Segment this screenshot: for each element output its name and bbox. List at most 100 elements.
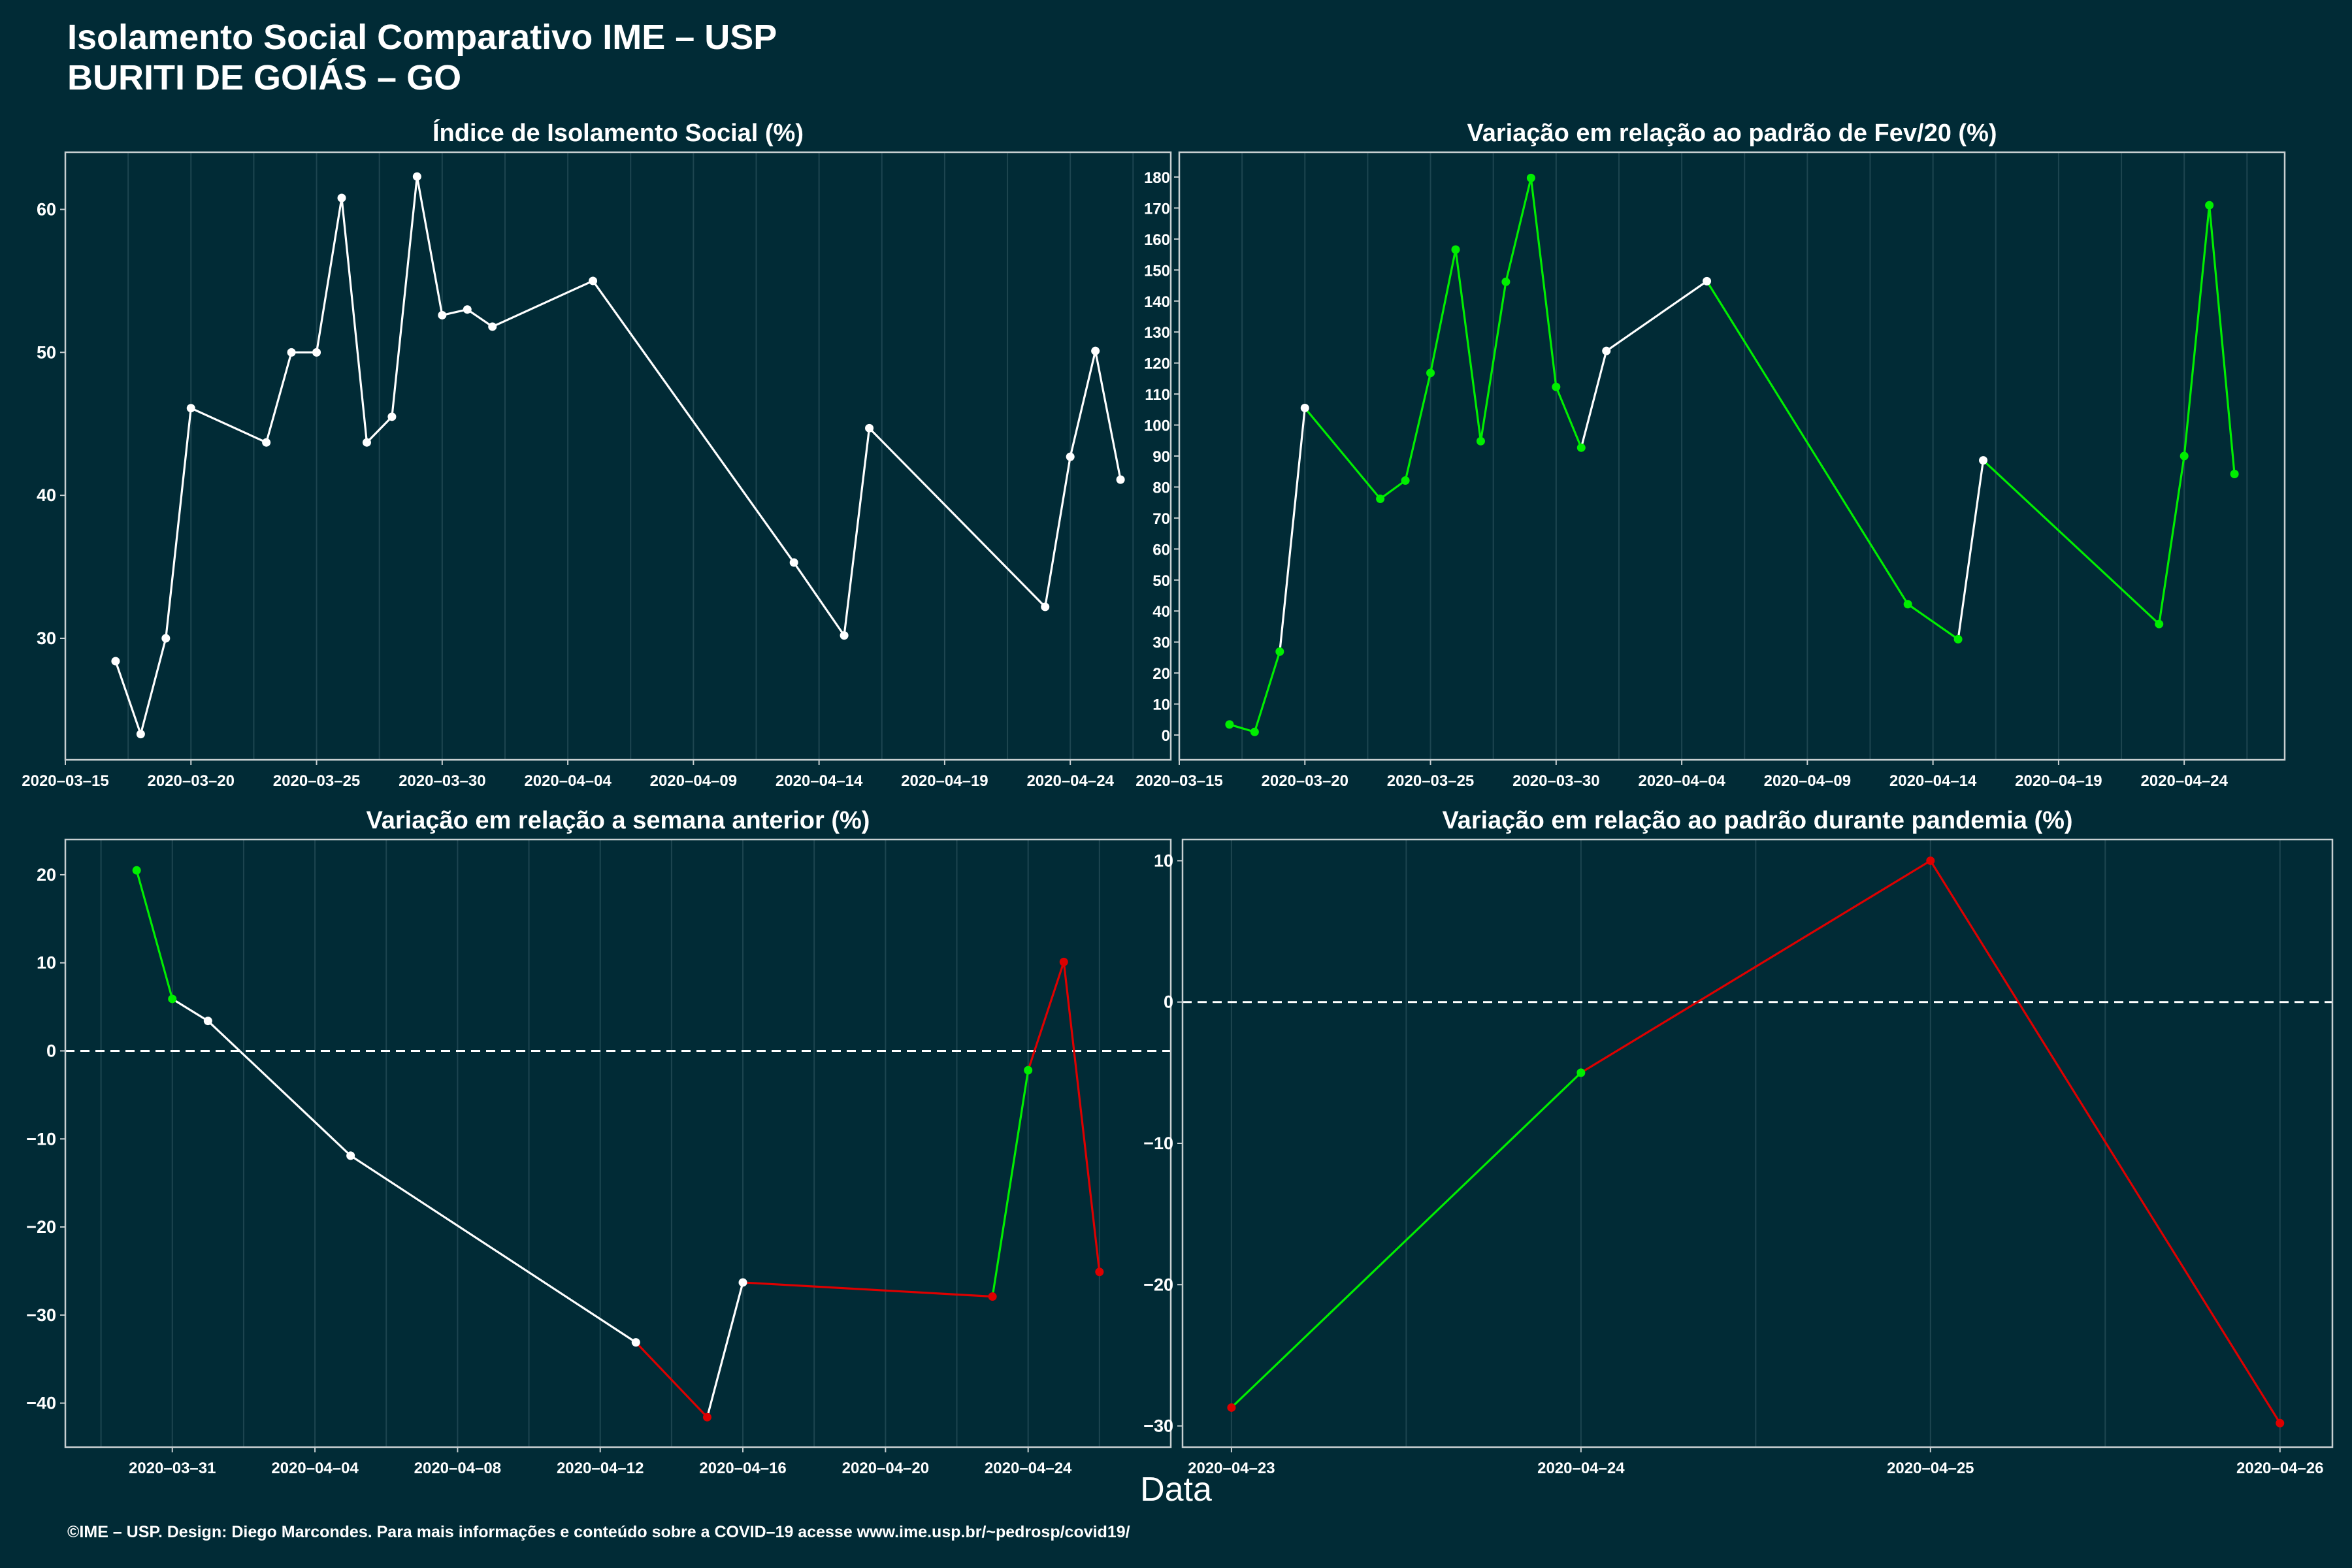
data-point — [1066, 452, 1075, 461]
y-tick-label: 170 — [1144, 200, 1170, 218]
series-line-segment — [1230, 1071, 1582, 1409]
x-tick-label: 2020–04–14 — [1889, 772, 1977, 790]
series-line-segment — [2183, 204, 2211, 457]
y-tick-label: 90 — [1152, 448, 1170, 466]
data-point — [1576, 443, 1586, 452]
series-line-segment — [1580, 860, 1931, 1074]
series-line-segment — [492, 280, 594, 328]
data-point — [1526, 173, 1535, 182]
data-point — [1376, 494, 1385, 503]
data-point — [1953, 634, 1963, 644]
data-point — [1275, 647, 1284, 656]
data-point — [168, 994, 177, 1004]
series-line-segment — [2208, 204, 2236, 474]
data-point — [1250, 727, 1259, 736]
series-line-segment — [165, 408, 192, 639]
x-tick-label: 2020–04–24 — [1026, 772, 1114, 790]
data-point — [337, 193, 346, 203]
series-line-segment — [350, 1154, 637, 1343]
x-tick-label: 2020–04–19 — [901, 772, 988, 790]
x-tick-label: 2020–04–24 — [985, 1460, 1072, 1477]
series-line-segment — [1094, 350, 1122, 480]
y-tick-label: 30 — [1152, 634, 1170, 652]
data-point — [988, 1292, 997, 1301]
data-point — [1979, 456, 1988, 465]
data-point — [1903, 600, 1912, 609]
y-tick-label: 50 — [1152, 572, 1170, 590]
data-point — [1300, 403, 1309, 412]
x-tick-label: 2020–04–14 — [776, 772, 863, 790]
series-line-segment — [1580, 350, 1608, 448]
series-line-segment — [1429, 249, 1457, 374]
y-tick-label: 160 — [1144, 231, 1170, 249]
y-tick-label: −30 — [26, 1305, 56, 1325]
data-point — [463, 305, 472, 314]
data-point — [2230, 470, 2239, 479]
data-point — [312, 348, 321, 357]
panel-border — [1181, 838, 2334, 1448]
series-line-segment — [706, 1282, 744, 1418]
chart-panel-4: Variação em relação ao padrão durante pa… — [1143, 807, 2334, 1477]
data-point — [1926, 856, 1935, 865]
x-tick-label: 2020–04–04 — [271, 1460, 359, 1477]
x-tick-label: 2020–04–09 — [1764, 772, 1851, 790]
x-tick-label: 2020–03–15 — [1135, 772, 1222, 790]
data-point — [738, 1278, 747, 1287]
series-line-segment — [991, 1070, 1030, 1297]
x-tick-label: 2020–04–09 — [650, 772, 737, 790]
y-tick-label: −30 — [1143, 1416, 1173, 1436]
panel-title: Índice de Isolamento Social (%) — [433, 118, 804, 147]
y-tick-label: 70 — [1152, 510, 1170, 528]
y-tick-label: 0 — [1164, 992, 1173, 1012]
series-line-segment — [1555, 386, 1582, 448]
series-line-segment — [1069, 350, 1097, 457]
x-tick-label: 2020–04–25 — [1887, 1460, 1974, 1477]
series-line-segment — [843, 428, 871, 636]
y-tick-label: 110 — [1145, 386, 1170, 404]
y-tick-label: 30 — [37, 629, 56, 648]
data-point — [589, 276, 598, 286]
series-line-segment — [139, 638, 167, 735]
data-point — [1059, 957, 1068, 966]
data-point — [136, 730, 145, 739]
x-tick-label: 2020–03–20 — [148, 772, 235, 790]
data-point — [1095, 1267, 1104, 1277]
series-line-segment — [2158, 455, 2185, 625]
data-point — [1501, 277, 1511, 286]
y-tick-label: 40 — [1152, 603, 1170, 621]
y-tick-label: −20 — [26, 1217, 56, 1237]
y-tick-label: −10 — [26, 1129, 56, 1149]
data-point — [203, 1017, 212, 1026]
data-point — [186, 404, 195, 413]
series-line-segment — [1529, 178, 1558, 387]
y-tick-label: 100 — [1144, 417, 1170, 435]
x-axis-label: Data — [1140, 1471, 1212, 1509]
x-tick-label: 2020–03–15 — [22, 772, 108, 790]
chart-title: Isolamento Social Comparativo IME – USP — [67, 18, 777, 57]
x-tick-label: 2020–04–26 — [2236, 1460, 2323, 1477]
series-line-segment — [1229, 723, 1255, 733]
y-tick-label: 0 — [46, 1041, 56, 1060]
data-point — [1451, 245, 1460, 254]
y-tick-label: 20 — [37, 865, 56, 885]
data-point — [1091, 346, 1100, 355]
series-line-segment — [366, 416, 393, 444]
y-tick-label: 60 — [37, 200, 56, 220]
x-tick-label: 2020–03–20 — [1262, 772, 1348, 790]
data-point — [1225, 720, 1234, 729]
data-point — [438, 310, 447, 319]
data-point — [840, 631, 849, 640]
series-line-segment — [442, 308, 468, 317]
chart-panel-1: Índice de Isolamento Social (%) 30 40 50 60 2… — [22, 118, 1172, 790]
data-point — [387, 412, 397, 421]
data-point — [412, 172, 421, 181]
series-line-segment — [792, 562, 845, 636]
series-line-segment — [1253, 651, 1281, 732]
series-line-segment — [1379, 480, 1407, 500]
data-point — [1426, 368, 1435, 378]
y-tick-label: −20 — [1143, 1275, 1173, 1294]
data-point — [1116, 475, 1125, 484]
panel-title: Variação em relação a semana anterior (%… — [367, 807, 870, 834]
series-line-segment — [1907, 603, 1959, 640]
